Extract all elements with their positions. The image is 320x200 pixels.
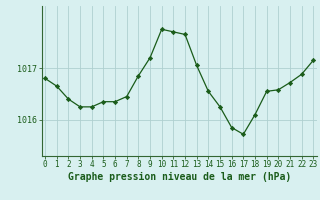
X-axis label: Graphe pression niveau de la mer (hPa): Graphe pression niveau de la mer (hPa) bbox=[68, 172, 291, 182]
